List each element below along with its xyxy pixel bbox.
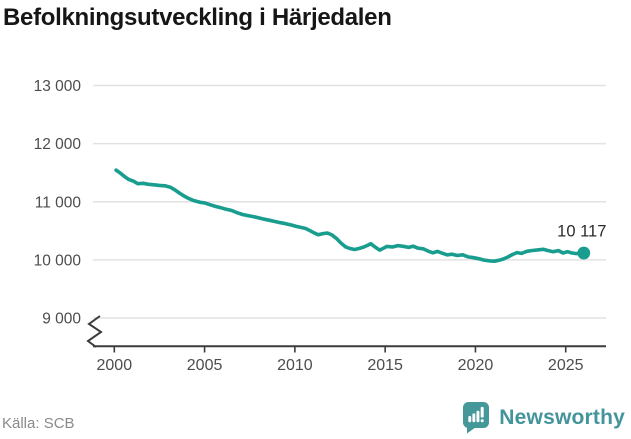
latest-value-dot <box>577 246 591 260</box>
newsworthy-logo[interactable]: Newsworthy <box>462 401 625 434</box>
y-axis-break-squiggle <box>86 315 103 348</box>
x-tick-label: 2015 <box>367 357 403 374</box>
x-axis-labels: 2000 2005 2010 2015 2020 2025 <box>97 357 584 374</box>
x-tick-label: 2010 <box>277 357 313 374</box>
newsworthy-wordmark: Newsworthy <box>499 405 625 429</box>
y-tick-label: 12 000 <box>34 136 82 153</box>
y-tick-label: 9 000 <box>42 311 81 328</box>
x-tick-label: 2005 <box>187 357 223 374</box>
newsworthy-logo-icon <box>463 402 490 434</box>
latest-value-label: 10 117 <box>557 223 606 241</box>
y-tick-label: 13 000 <box>34 78 82 95</box>
page-title: Befolkningsutveckling i Härjedalen <box>3 4 392 31</box>
source-note: Källa: SCB <box>2 415 75 432</box>
population-series-line <box>114 168 586 264</box>
x-tick-label: 2025 <box>548 357 584 374</box>
x-tick-label: 2020 <box>458 357 494 374</box>
y-tick-label: 11 000 <box>35 194 82 211</box>
gridlines <box>93 84 606 319</box>
x-axis-ticks <box>113 346 567 353</box>
x-tick-label: 2000 <box>97 357 133 374</box>
y-axis-labels: 13 000 12 000 11 000 10 000 9 000 <box>34 78 82 328</box>
y-tick-label: 10 000 <box>34 252 82 269</box>
